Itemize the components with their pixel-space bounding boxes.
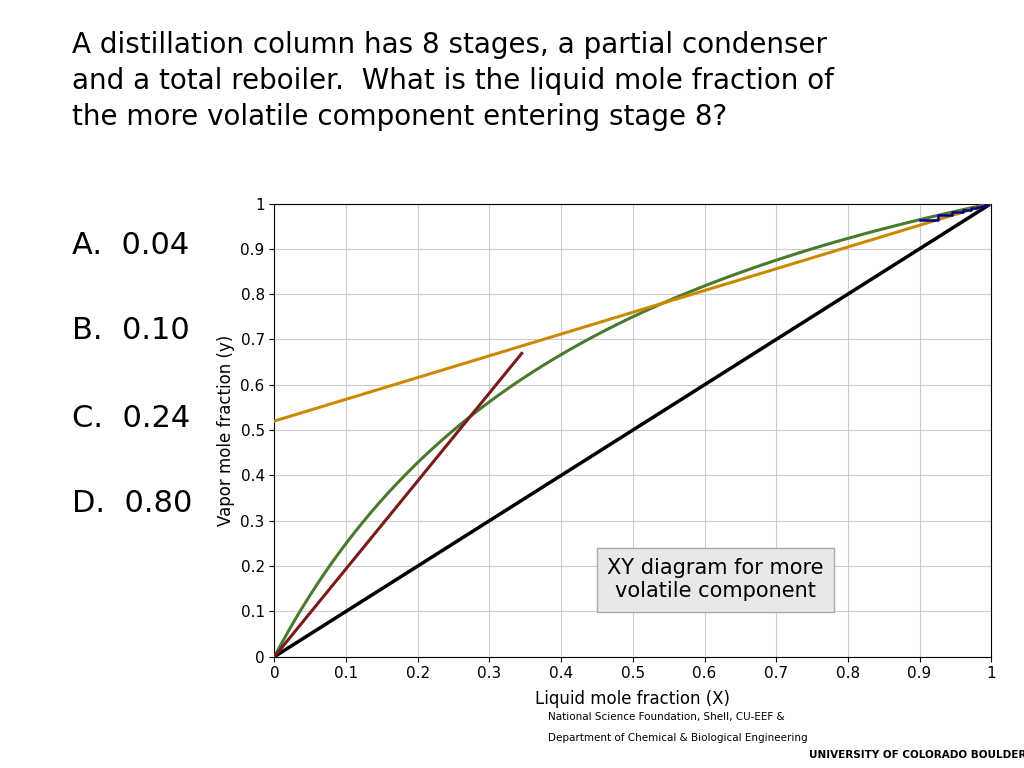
Text: A distillation column has 8 stages, a partial condenser: A distillation column has 8 stages, a pa… [72, 31, 826, 58]
Text: UNIVERSITY OF COLORADO BOULDER: UNIVERSITY OF COLORADO BOULDER [809, 750, 1024, 760]
Y-axis label: Vapor mole fraction (y): Vapor mole fraction (y) [217, 334, 234, 526]
Text: B.  0.10: B. 0.10 [72, 316, 189, 345]
Text: Department of Chemical & Biological Engineering: Department of Chemical & Biological Engi… [548, 733, 808, 743]
X-axis label: Liquid mole fraction (X): Liquid mole fraction (X) [536, 690, 730, 707]
Text: and a total reboiler.  What is the liquid mole fraction of: and a total reboiler. What is the liquid… [72, 67, 834, 94]
Text: the more volatile component entering stage 8?: the more volatile component entering sta… [72, 103, 727, 131]
Text: D.  0.80: D. 0.80 [72, 488, 193, 518]
Text: A.  0.04: A. 0.04 [72, 231, 189, 260]
Text: XY diagram for more
volatile component: XY diagram for more volatile component [607, 558, 823, 601]
Text: National Science Foundation, Shell, CU-EEF &: National Science Foundation, Shell, CU-E… [548, 712, 784, 722]
Text: C.  0.24: C. 0.24 [72, 404, 189, 433]
